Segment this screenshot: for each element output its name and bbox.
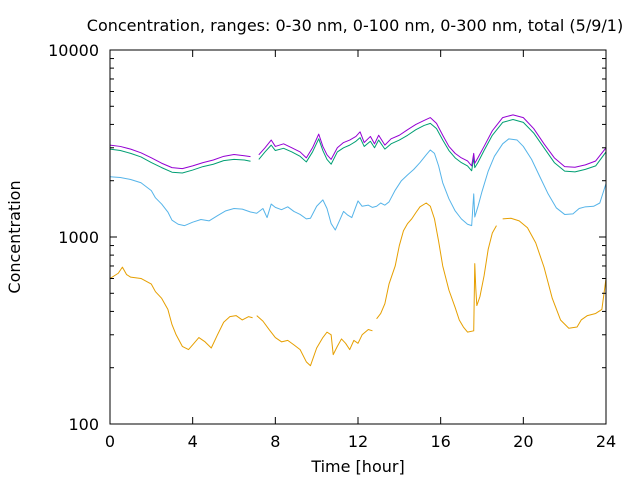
x-tick-label: 16 — [430, 432, 450, 451]
series-line-1 — [109, 202, 607, 367]
plot-frame — [109, 49, 607, 425]
x-tick-label: 24 — [596, 432, 616, 451]
series-line-2 — [109, 138, 607, 231]
y-tick-label: 10000 — [48, 41, 99, 60]
y-tick-label: 100 — [68, 415, 99, 434]
x-tick-label: 12 — [348, 432, 368, 451]
axis-ticks: 0 4 8 12 16 20 24 100 1000 10000 — [48, 41, 616, 451]
x-tick-label: 20 — [513, 432, 533, 451]
series-line-3 — [109, 118, 607, 174]
x-tick-label: 0 — [105, 432, 115, 451]
x-axis-label: Time [hour] — [310, 457, 404, 476]
series-line-4 — [109, 114, 607, 170]
x-tick-label: 4 — [188, 432, 198, 451]
plot-series — [109, 114, 607, 367]
chart-title: Concentration, ranges: 0-30 nm, 0-100 nm… — [87, 16, 623, 35]
x-tick-label: 8 — [270, 432, 280, 451]
y-tick-label: 1000 — [58, 228, 99, 247]
y-axis-label: Concentration — [5, 180, 24, 293]
